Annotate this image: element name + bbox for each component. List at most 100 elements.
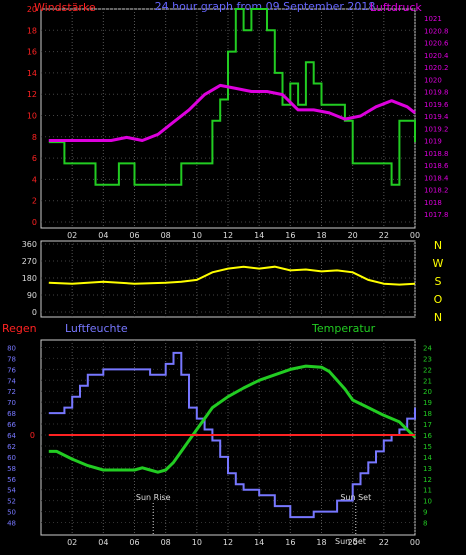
direction-axis-ticks: 0 90 180 270 360 [22, 240, 37, 317]
pressure-tick-label: 1017.8 [424, 211, 449, 219]
humidity-tick-label: 48 [7, 520, 16, 528]
sun-events: Sun Rise Sun Set [136, 493, 371, 535]
pressure-tick-label: 1019.4 [424, 113, 449, 121]
x-tick-label: 02 [67, 538, 77, 547]
compass-letter: W [433, 257, 444, 270]
x-tick-label: 10 [192, 231, 202, 240]
direction-tick-label: 0 [32, 308, 37, 317]
pressure-tick-label: 1018.4 [424, 174, 449, 182]
pressure-tick-label: 1019.6 [424, 101, 449, 109]
humidity-tick-label: 56 [7, 476, 16, 484]
temperature-tick-label: 24 [423, 344, 432, 352]
pressure-tick-label: 1020.2 [424, 64, 449, 72]
top-axis-ticks: 02 04 06 08 10 12 14 16 18 20 22 000246810121416182… [27, 5, 449, 240]
x-tick-label: 22 [379, 231, 389, 240]
pressure-axis-label: Luftdruck [370, 1, 422, 14]
x-tick-label: 22 [379, 538, 389, 547]
top-grid [41, 8, 416, 228]
pressure-tick-label: 1018.6 [424, 162, 449, 170]
pressure-tick-label: 1018.8 [424, 150, 449, 158]
time-label-extra: Sun Set [335, 537, 366, 546]
pressure-tick-label: 1018 [424, 199, 442, 207]
temperature-tick-label: 12 [423, 476, 432, 484]
temperature-tick-label: 14 [423, 454, 432, 462]
top-series [48, 8, 416, 186]
compass-letter: O [434, 293, 443, 306]
temperature-tick-label: 19 [423, 399, 432, 407]
pressure-line [48, 83, 416, 142]
wind-tick-label: 8 [32, 133, 37, 142]
humidity-tick-label: 58 [7, 465, 16, 473]
x-tick-label: 08 [161, 538, 171, 547]
wind-tick-label: 16 [27, 48, 37, 57]
x-tick-label: 12 [223, 538, 233, 547]
humidity-tick-label: 50 [7, 509, 16, 517]
pressure-tick-label: 1020.4 [424, 52, 449, 60]
temperature-tick-label: 23 [423, 355, 432, 363]
x-tick-label: 02 [67, 231, 77, 240]
x-tick-label: 20 [348, 231, 358, 240]
x-tick-label: 16 [285, 538, 295, 547]
x-tick-label: 06 [129, 538, 139, 547]
direction-tick-label: 270 [22, 257, 37, 266]
pressure-tick-label: 1020 [424, 76, 442, 84]
humidity-tick-label: 74 [7, 377, 16, 385]
temperature-tick-label: 22 [423, 366, 432, 374]
x-tick-label: 18 [316, 538, 326, 547]
wind-speed-line [48, 8, 416, 186]
direction-tick-label: 180 [22, 274, 37, 283]
compass-letter: N [434, 239, 442, 252]
bottom-grid [41, 340, 416, 535]
humidity-tick-label: 76 [7, 366, 16, 374]
direction-tick-label: 90 [27, 291, 37, 300]
temperature-tick-label: 18 [423, 410, 432, 418]
wind-tick-label: 10 [27, 112, 37, 121]
temperature-tick-label: 11 [423, 487, 432, 495]
rain-axis-label: Regen [2, 322, 37, 335]
pressure-tick-label: 1021 [424, 15, 442, 23]
pressure-tick-label: 1018.2 [424, 187, 449, 195]
direction-series [48, 265, 416, 286]
direction-grid [41, 241, 416, 317]
sunset-label: Sun Set [340, 493, 371, 502]
temperature-tick-label: 16 [423, 432, 432, 440]
wind-tick-label: 4 [32, 175, 37, 184]
wind-tick-label: 20 [27, 5, 37, 14]
x-tick-label: 00 [410, 538, 420, 547]
x-tick-label: 16 [285, 231, 295, 240]
wind-tick-label: 18 [27, 26, 37, 35]
pressure-tick-label: 1020.6 [424, 40, 449, 48]
wind-tick-label: 0 [32, 218, 37, 227]
pressure-tick-label: 1020.8 [424, 27, 449, 35]
humidity-axis-label: Luftfeuchte [65, 322, 128, 335]
humidity-tick-label: 54 [7, 487, 16, 495]
direction-panel-frame [40, 240, 416, 318]
pressure-tick-label: 1019.8 [424, 89, 449, 97]
humidity-tick-label: 78 [7, 355, 16, 363]
temperature-tick-label: 10 [423, 498, 432, 506]
x-tick-label: 10 [192, 538, 202, 547]
humidity-line [48, 351, 416, 519]
temperature-tick-label: 15 [423, 443, 432, 451]
pressure-tick-label: 1019 [424, 138, 442, 146]
x-tick-label: 14 [254, 231, 264, 240]
humidity-tick-label: 68 [7, 410, 16, 418]
x-tick-label: 04 [98, 231, 108, 240]
humidity-tick-label: 64 [7, 432, 16, 440]
humidity-tick-label: 62 [7, 443, 16, 451]
temperature-tick-label: 9 [423, 509, 427, 517]
x-tick-label: 20 [348, 538, 358, 547]
wind-tick-label: 12 [27, 90, 37, 99]
temperature-tick-label: 17 [423, 421, 432, 429]
wind-tick-label: 6 [32, 154, 37, 163]
humidity-tick-label: 60 [7, 454, 16, 462]
x-tick-label: 08 [161, 231, 171, 240]
temperature-tick-label: 8 [423, 520, 427, 528]
x-tick-label: 12 [223, 231, 233, 240]
x-tick-label: 14 [254, 538, 264, 547]
humidity-tick-label: 72 [7, 388, 16, 396]
x-tick-label: 00 [410, 231, 420, 240]
humidity-tick-label: 80 [7, 344, 16, 352]
temperature-axis-label: Temperatur [311, 322, 376, 335]
